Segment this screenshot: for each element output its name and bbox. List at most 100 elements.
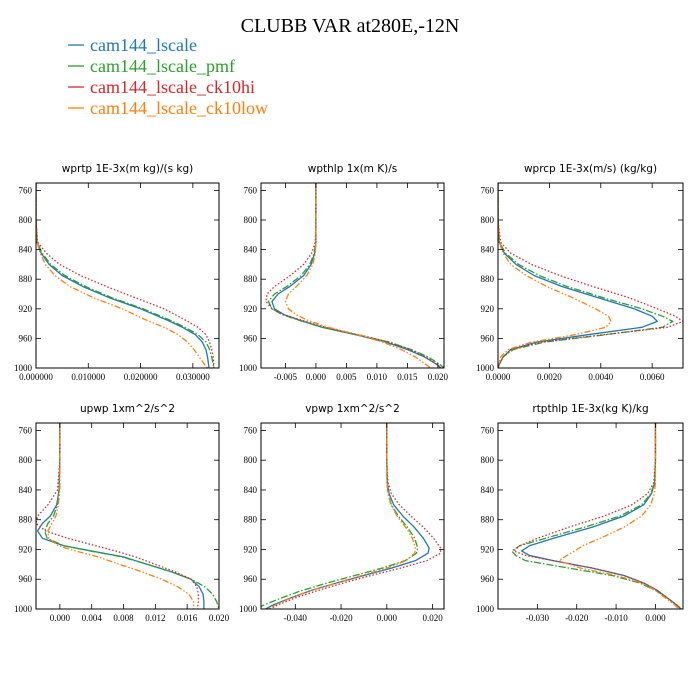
figure-title: CLUBB VAR at280E,-12N xyxy=(241,15,460,37)
x-tick-label: 0.000 xyxy=(306,372,327,382)
plot-frame xyxy=(35,182,220,369)
x-tick-label: 0.000000 xyxy=(19,372,53,382)
y-tick-label: 760 xyxy=(481,425,495,435)
chart-panel: wprtp 1E-3x(m kg)/(s kg) 760 800 840 880 920 9… xyxy=(14,163,220,382)
plot-frame xyxy=(35,422,220,610)
y-tick-label: 920 xyxy=(19,304,33,314)
panel-title: rtpthlp 1E-3x(kg K)/kg xyxy=(532,403,648,415)
panel-title: upwp 1xm^2/s^2 xyxy=(80,403,175,415)
y-tick-label: 880 xyxy=(481,274,495,284)
y-tick-label: 800 xyxy=(19,455,33,465)
legend-label: cam144_lscale_ck10hi xyxy=(90,77,255,97)
y-tick-label: 880 xyxy=(19,515,33,525)
y-tick-label: 760 xyxy=(481,185,495,195)
y-tick-label: 880 xyxy=(244,515,258,525)
panel-title: wprcp 1E-3x(m/s) (kg/kg) xyxy=(524,163,657,175)
x-tick-label: 0.010 xyxy=(367,372,388,382)
x-tick-label: 0.0060 xyxy=(640,372,665,382)
series-line xyxy=(36,183,208,368)
y-tick-label: 840 xyxy=(19,245,33,255)
series-line xyxy=(269,423,442,609)
x-tick-label: 0.016 xyxy=(177,613,198,623)
series-line xyxy=(520,423,682,609)
y-tick-label: 800 xyxy=(244,455,258,465)
series-line xyxy=(498,183,683,368)
x-tick-label: 0.015 xyxy=(397,372,418,382)
y-tick-label: 920 xyxy=(481,544,495,554)
x-tick-label: -0.010 xyxy=(604,613,628,623)
plot-frame xyxy=(497,182,684,369)
series-line xyxy=(36,423,205,609)
series-line xyxy=(267,183,444,368)
legend-label: cam144_lscale xyxy=(90,35,197,55)
x-tick-label: -0.020 xyxy=(329,613,353,623)
panel-title: wpthlp 1x(m K)/s xyxy=(308,163,398,175)
x-tick-label: 0.030000 xyxy=(176,372,210,382)
x-tick-label: -0.030 xyxy=(526,613,550,623)
series-line xyxy=(498,183,658,368)
chart-panel: rtpthlp 1E-3x(kg K)/kg 760 800 840 880 920 960… xyxy=(476,403,684,623)
x-tick-label: 0.020 xyxy=(428,372,449,382)
x-tick-label: 0.020 xyxy=(209,613,230,623)
y-tick-label: 800 xyxy=(244,215,258,225)
y-tick-label: 760 xyxy=(19,425,33,435)
x-tick-label: 0.020000 xyxy=(124,372,158,382)
y-tick-label: 1000 xyxy=(14,604,33,614)
plot-frame xyxy=(497,422,684,610)
series-line xyxy=(261,423,419,608)
y-tick-label: 800 xyxy=(481,455,495,465)
y-tick-label: 880 xyxy=(19,274,33,284)
series-line xyxy=(498,183,674,368)
x-tick-label: 0.008 xyxy=(113,613,134,623)
y-tick-label: 760 xyxy=(19,185,33,195)
series-line xyxy=(511,423,682,609)
series-line xyxy=(513,423,682,609)
x-tick-label: 0.0020 xyxy=(537,372,562,382)
y-tick-label: 960 xyxy=(19,333,33,343)
y-tick-label: 840 xyxy=(244,485,258,495)
y-tick-label: 920 xyxy=(244,544,258,554)
plot-frame xyxy=(260,182,445,369)
y-tick-label: 800 xyxy=(481,215,495,225)
x-tick-label: -0.040 xyxy=(284,613,308,623)
y-tick-label: 920 xyxy=(244,304,258,314)
y-tick-label: 800 xyxy=(19,215,33,225)
y-tick-label: 880 xyxy=(481,515,495,525)
x-tick-label: 0.000 xyxy=(50,613,71,623)
series-line xyxy=(47,423,195,609)
y-tick-label: 960 xyxy=(19,574,33,584)
y-tick-label: 1000 xyxy=(239,363,258,373)
series-line xyxy=(44,423,219,609)
x-tick-label: 0.005 xyxy=(336,372,357,382)
series-line xyxy=(271,183,442,368)
x-tick-label: 0.004 xyxy=(82,613,103,623)
series-line xyxy=(284,183,431,368)
x-tick-label: -0.020 xyxy=(565,613,589,623)
y-tick-label: 880 xyxy=(244,274,258,284)
x-tick-label: 0.020 xyxy=(422,613,443,623)
x-tick-label: 0.000 xyxy=(377,613,398,623)
y-tick-label: 760 xyxy=(244,425,258,435)
y-tick-label: 840 xyxy=(481,485,495,495)
y-tick-label: 840 xyxy=(481,245,495,255)
plot-frame xyxy=(260,422,445,610)
panel-title: wprtp 1E-3x(m kg)/(s kg) xyxy=(62,163,193,175)
y-tick-label: 840 xyxy=(244,245,258,255)
y-tick-label: 1000 xyxy=(476,363,495,373)
series-line xyxy=(36,183,210,368)
chart-panel: wprcp 1E-3x(m/s) (kg/kg) 760 800 840 880 920 9… xyxy=(476,163,684,382)
series-line xyxy=(267,423,417,609)
y-tick-label: 960 xyxy=(481,333,495,343)
x-tick-label: 0.000 xyxy=(645,613,666,623)
chart-panel: vpwp 1xm^2/s^2 760 800 840 880 920 960 1000 -0.0… xyxy=(239,403,445,623)
x-tick-label: 0.0000 xyxy=(486,372,511,382)
legend-label: cam144_lscale_ck10low xyxy=(90,98,268,118)
series-line xyxy=(558,423,680,609)
series-line xyxy=(36,423,199,609)
y-tick-label: 960 xyxy=(244,333,258,343)
series-line xyxy=(265,183,442,368)
y-tick-label: 920 xyxy=(19,544,33,554)
y-tick-label: 1000 xyxy=(14,363,33,373)
chart-panel: upwp 1xm^2/s^2 760 800 840 880 920 960 1000 0.00… xyxy=(14,403,230,623)
